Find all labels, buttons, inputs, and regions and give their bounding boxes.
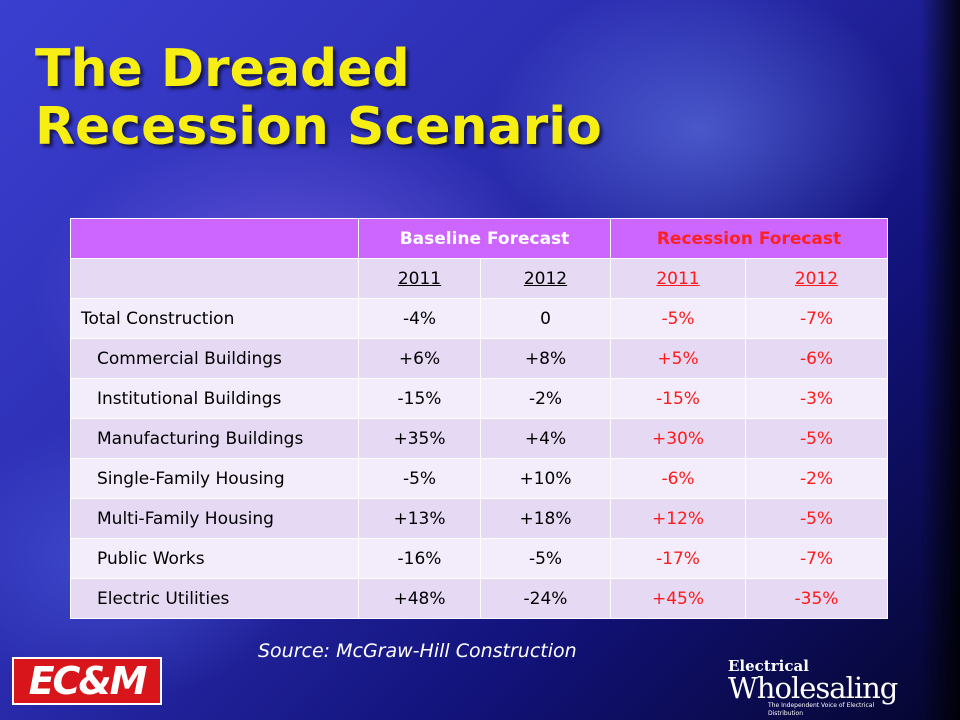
value-cell: +18% bbox=[480, 498, 611, 539]
value-cell: -5% bbox=[610, 298, 746, 339]
value-cell: -7% bbox=[745, 538, 888, 579]
value-cell: -15% bbox=[358, 378, 481, 419]
forecast-table: Baseline Forecast Recession Forecast 201… bbox=[70, 218, 888, 619]
year-cell-recession-2011: 2011 bbox=[610, 258, 746, 299]
row-label: Electric Utilities bbox=[70, 578, 359, 619]
value-cell: -5% bbox=[358, 458, 481, 499]
value-cell: -6% bbox=[745, 338, 888, 379]
row-label: Institutional Buildings bbox=[70, 378, 359, 419]
value-cell: -17% bbox=[610, 538, 746, 579]
year-cell-baseline-2012: 2012 bbox=[480, 258, 611, 299]
value-cell: +13% bbox=[358, 498, 481, 539]
value-cell: -2% bbox=[480, 378, 611, 419]
row-label: Multi-Family Housing bbox=[70, 498, 359, 539]
table-row: Electric Utilities +48% -24% +45% -35% bbox=[70, 578, 888, 619]
slide-title-line-1: The Dreaded bbox=[35, 39, 410, 99]
ecm-logo: EC&M bbox=[12, 657, 162, 705]
value-cell: -5% bbox=[745, 498, 888, 539]
value-cell: +4% bbox=[480, 418, 611, 459]
row-label: Single-Family Housing bbox=[70, 458, 359, 499]
value-cell: -7% bbox=[745, 298, 888, 339]
value-cell: +10% bbox=[480, 458, 611, 499]
value-cell: -16% bbox=[358, 538, 481, 579]
slide-title-line-2: Recession Scenario bbox=[35, 97, 602, 157]
electrical-wholesaling-logo: Electrical Wholesaling The Independent V… bbox=[728, 657, 898, 717]
value-cell: +5% bbox=[610, 338, 746, 379]
value-cell: -2% bbox=[745, 458, 888, 499]
value-cell: -24% bbox=[480, 578, 611, 619]
value-cell: +6% bbox=[358, 338, 481, 379]
row-label: Total Construction bbox=[70, 298, 359, 339]
group-header-row: Baseline Forecast Recession Forecast bbox=[70, 218, 888, 259]
logo-wholesaling-text: Wholesaling bbox=[728, 671, 898, 705]
year-cell-baseline-2011: 2011 bbox=[358, 258, 481, 299]
header-blank-cell bbox=[70, 218, 359, 259]
table-row: Public Works -16% -5% -17% -7% bbox=[70, 538, 888, 579]
value-cell: -3% bbox=[745, 378, 888, 419]
baseline-forecast-header: Baseline Forecast bbox=[358, 218, 611, 259]
row-label: Public Works bbox=[70, 538, 359, 579]
value-cell: -35% bbox=[745, 578, 888, 619]
recession-forecast-header: Recession Forecast bbox=[610, 218, 888, 259]
table-row: Total Construction -4% 0 -5% -7% bbox=[70, 298, 888, 339]
value-cell: -4% bbox=[358, 298, 481, 339]
row-label: Commercial Buildings bbox=[70, 338, 359, 379]
year-cell-recession-2012: 2012 bbox=[745, 258, 888, 299]
value-cell: -5% bbox=[480, 538, 611, 579]
value-cell: +30% bbox=[610, 418, 746, 459]
year-header-row: 2011 2012 2011 2012 bbox=[70, 258, 888, 299]
slide-title: The Dreaded Recession Scenario bbox=[35, 40, 602, 156]
table-row: Single-Family Housing -5% +10% -6% -2% bbox=[70, 458, 888, 499]
row-label: Manufacturing Buildings bbox=[70, 418, 359, 459]
table-row: Institutional Buildings -15% -2% -15% -3… bbox=[70, 378, 888, 419]
value-cell: -15% bbox=[610, 378, 746, 419]
logo-electrical-text: Electrical bbox=[728, 657, 809, 675]
value-cell: +12% bbox=[610, 498, 746, 539]
value-cell: +35% bbox=[358, 418, 481, 459]
source-citation: Source: McGraw-Hill Construction bbox=[258, 640, 577, 662]
value-cell: 0 bbox=[480, 298, 611, 339]
background-edge-shade bbox=[920, 0, 960, 720]
value-cell: -6% bbox=[610, 458, 746, 499]
value-cell: +8% bbox=[480, 338, 611, 379]
table-row: Commercial Buildings +6% +8% +5% -6% bbox=[70, 338, 888, 379]
logo-tagline-text: The Independent Voice of Electrical Dist… bbox=[768, 702, 875, 717]
value-cell: +45% bbox=[610, 578, 746, 619]
table-row: Multi-Family Housing +13% +18% +12% -5% bbox=[70, 498, 888, 539]
table-row: Manufacturing Buildings +35% +4% +30% -5… bbox=[70, 418, 888, 459]
value-cell: +48% bbox=[358, 578, 481, 619]
value-cell: -5% bbox=[745, 418, 888, 459]
year-blank-cell bbox=[70, 258, 359, 299]
